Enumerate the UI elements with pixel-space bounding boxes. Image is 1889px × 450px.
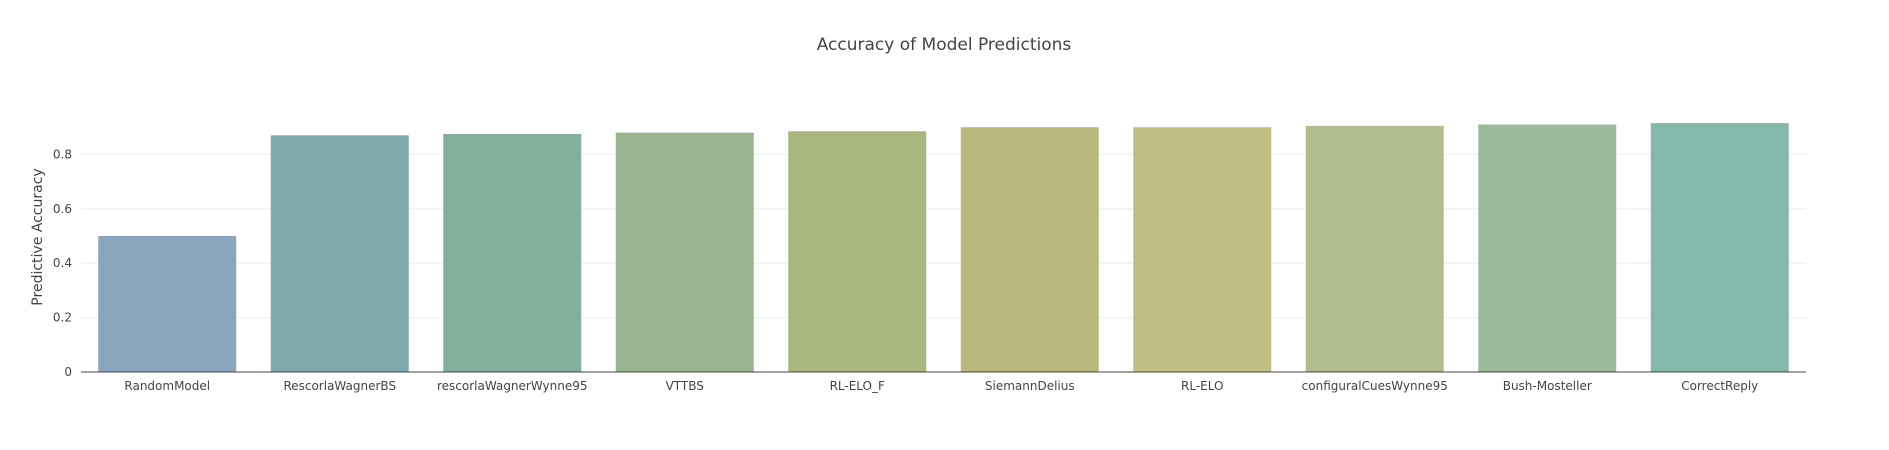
bar-rescorlaWagnerWynne95 [443,134,582,372]
bar-RL-ELO_F [788,131,927,372]
bar-RL-ELO [1133,127,1272,372]
x-tick-label: RL-ELO_F [830,379,885,393]
x-tick-label: Bush-Mosteller [1503,379,1592,393]
chart-title: Accuracy of Model Predictions [817,35,1072,55]
bars [98,123,1789,373]
x-tick-label: SiemannDelius [985,379,1075,393]
bar-SiemannDelius [960,127,1099,372]
x-tick-label: RandomModel [124,379,210,393]
bar-RescorlaWagnerBS [270,135,409,372]
x-tick-label: CorrectReply [1681,379,1758,393]
x-tick-label: configuralCuesWynne95 [1302,379,1448,393]
y-tick-label: 0 [64,365,72,379]
bar-RandomModel [98,236,237,372]
bar-VTTBS [615,132,754,372]
x-axis-ticks: RandomModel RescorlaWagnerBS rescorlaWagne… [124,379,1758,393]
x-tick-label: VTTBS [666,379,704,393]
y-tick-label: 0.6 [53,202,72,216]
bar-configuralCuesWynne95 [1305,125,1444,372]
x-tick-label: RL-ELO [1181,379,1223,393]
y-axis-label: Predictive Accuracy [30,168,46,305]
y-tick-label: 0.8 [53,147,72,161]
bar-Bush-Mosteller [1478,124,1617,372]
y-tick-label: 0.2 [53,311,72,325]
x-tick-label: RescorlaWagnerBS [283,379,396,393]
y-tick-label: 0.4 [53,256,72,270]
y-axis-ticks: 0 0.2 0.4 0.6 0.8 [53,147,72,379]
bar-CorrectReply [1650,123,1789,373]
x-tick-label: rescorlaWagnerWynne95 [437,379,587,393]
